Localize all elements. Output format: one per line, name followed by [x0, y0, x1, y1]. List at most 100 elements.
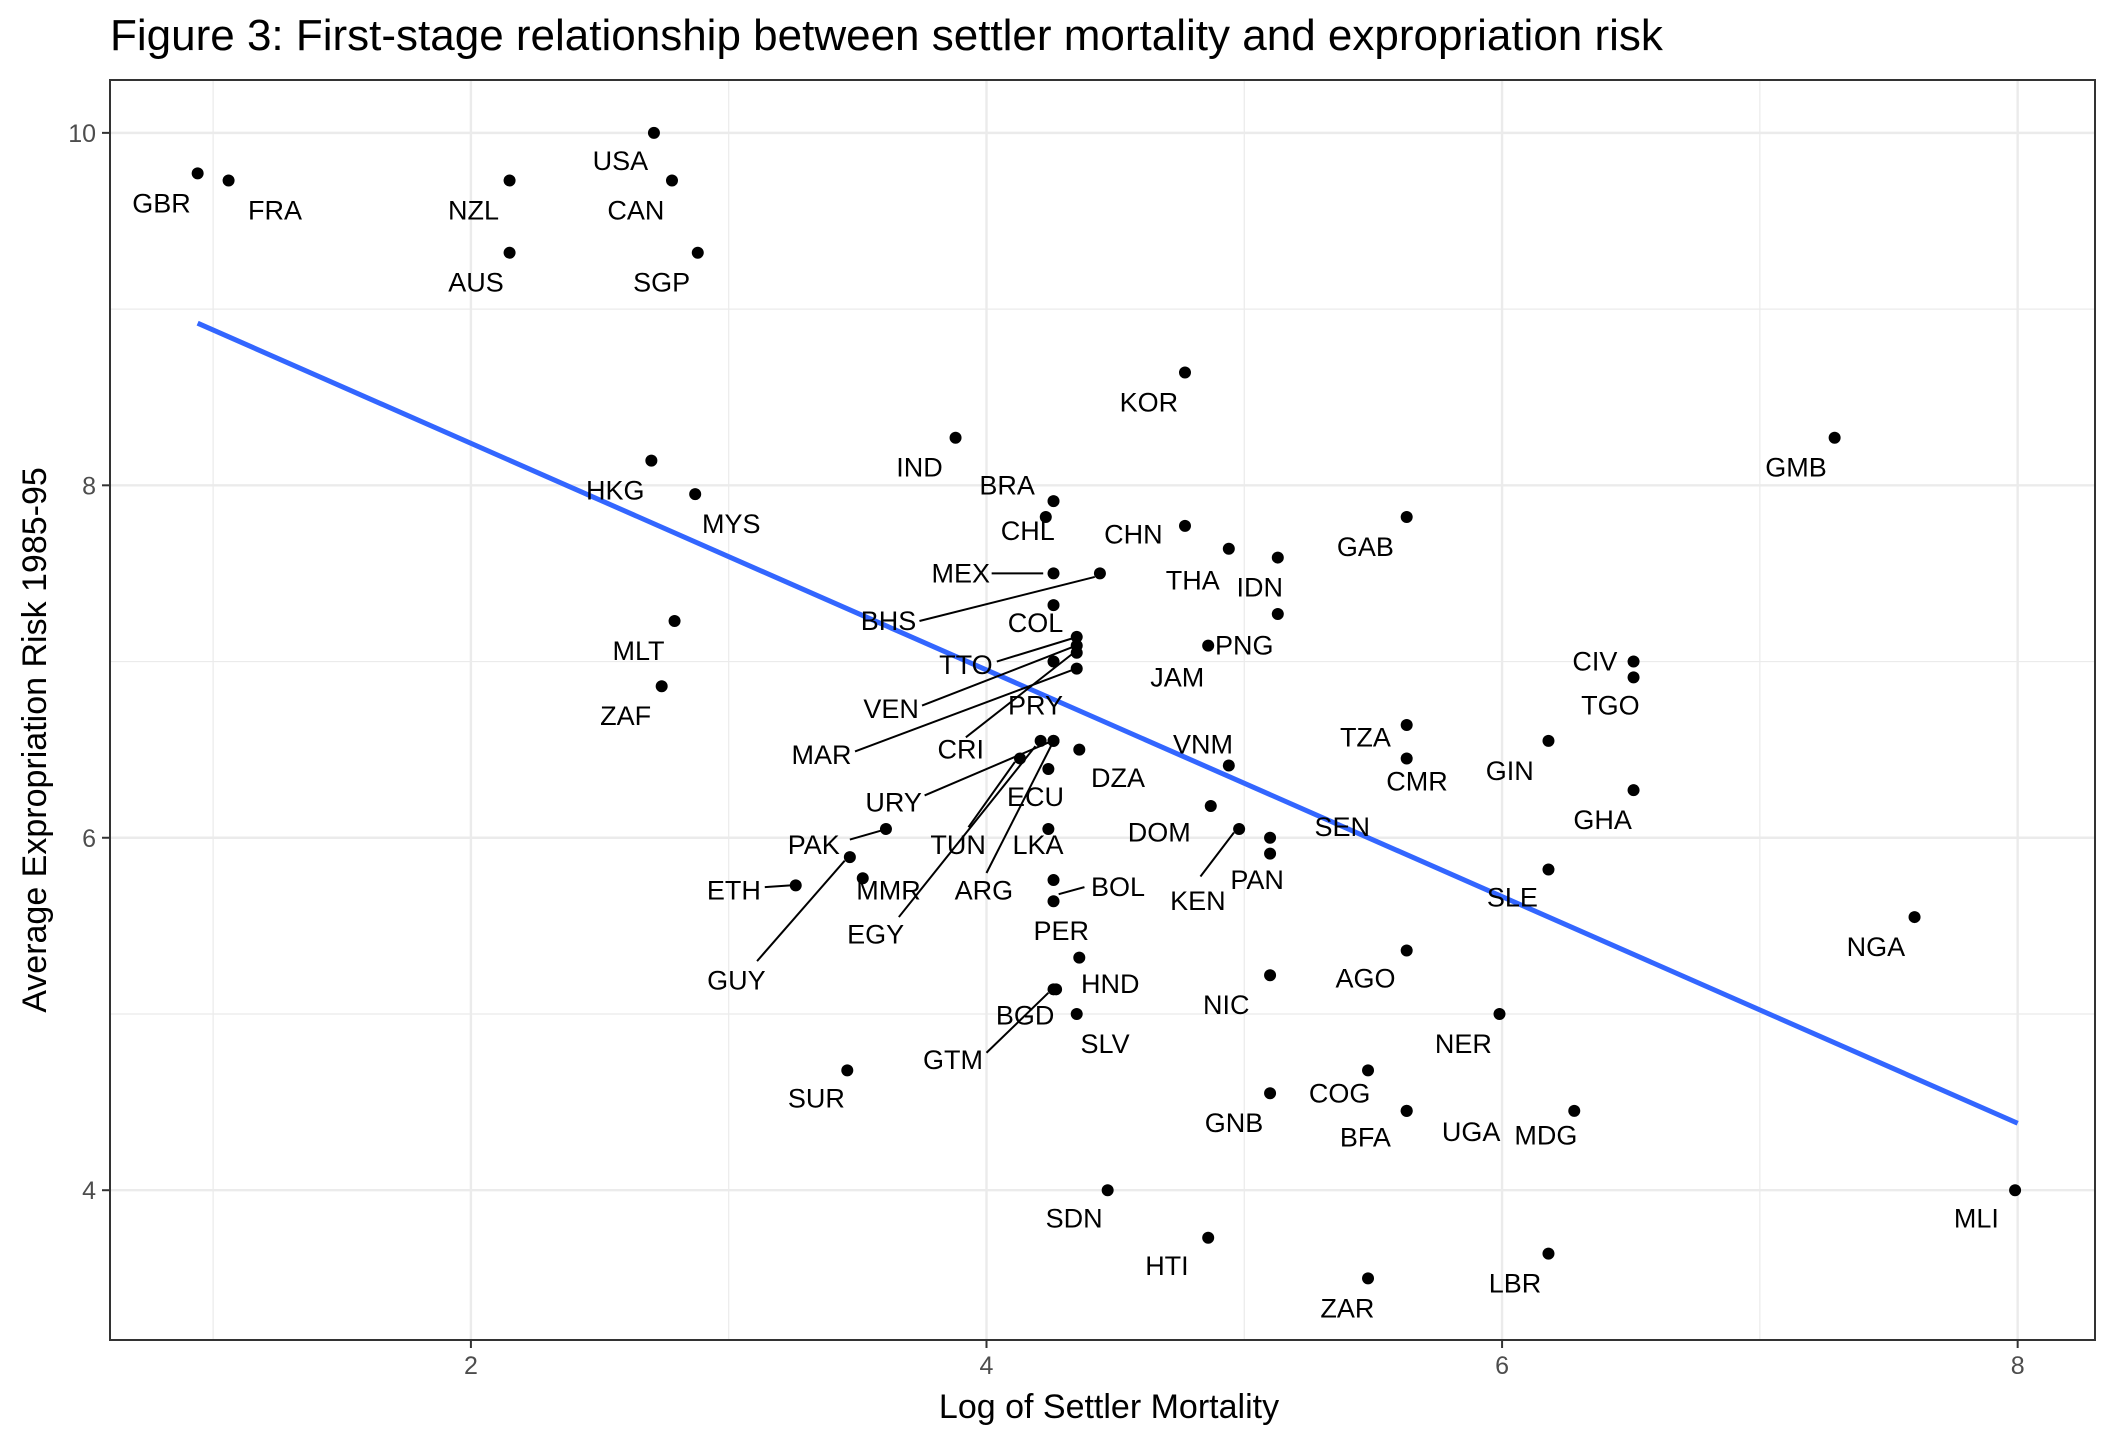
point-slv	[1070, 1007, 1083, 1020]
point-label-zar: ZAR	[1320, 1293, 1374, 1323]
point-label-sen: SEN	[1314, 812, 1370, 842]
point-hkg	[645, 454, 658, 467]
point-dza	[1073, 743, 1086, 756]
point-ner	[1493, 1007, 1506, 1020]
plot-frame	[109, 79, 2096, 1341]
y-tick-label: 4	[82, 1177, 96, 1205]
y-axis-title: Average Expropriation Risk 1985-95	[16, 467, 54, 1013]
point-label-hnd: HND	[1081, 969, 1140, 999]
point-label-gin: GIN	[1486, 756, 1534, 786]
point-label-ken: KEN	[1170, 886, 1226, 916]
point-bhs	[1093, 567, 1106, 580]
leader-line-bol	[1058, 886, 1085, 896]
point-label-sgp: SGP	[633, 268, 690, 298]
point-label-sdn: SDN	[1046, 1203, 1103, 1233]
point-label-bgd: BGD	[996, 1001, 1055, 1031]
point-label-civ: CIV	[1572, 647, 1617, 677]
axis-ticks: 2 4 6 8 4 6 8 10	[68, 120, 2024, 1380]
point-label-arg: ARG	[955, 876, 1014, 906]
point-gmb	[1828, 431, 1841, 444]
point-labels: GBR FRA USA NZL CAN AUS SGP KOR GMB IND HKG MYS BRA C…	[132, 146, 1999, 1323]
point-label-mex: MEX	[931, 558, 990, 588]
point-can	[665, 174, 678, 187]
leader-line-ken	[1199, 831, 1235, 878]
point-cri	[1047, 655, 1060, 668]
leader-line-arg	[985, 745, 1052, 874]
point-label-ven: VEN	[863, 694, 919, 724]
point-hnd	[1073, 951, 1086, 964]
point-kor	[1178, 366, 1191, 379]
point-label-can: CAN	[607, 195, 664, 225]
point-label-pak: PAK	[788, 830, 840, 860]
x-tick-label: 2	[464, 1352, 478, 1380]
leader-line-pak	[849, 829, 882, 841]
leader-line-guy	[756, 860, 846, 962]
y-tick-label: 8	[82, 472, 96, 500]
point-label-sur: SUR	[788, 1084, 845, 1114]
point-label-fra: FRA	[248, 195, 302, 225]
point-mmr	[856, 872, 869, 885]
point-label-bhs: BHS	[861, 606, 917, 636]
leader-line-ury	[924, 741, 1049, 797]
point-label-mmr: MMR	[856, 876, 920, 906]
point-label-mdg: MDG	[1514, 1121, 1577, 1151]
fit-line-layer	[196, 320, 2019, 1126]
leader-line-eth	[764, 884, 791, 889]
chart-title: Figure 3: First-stage relationship betwe…	[110, 11, 1664, 60]
point-gbr	[191, 167, 204, 180]
point-pry	[1070, 646, 1083, 659]
y-tick-label: 10	[68, 120, 96, 148]
point-zaf	[655, 680, 668, 693]
fit-line	[196, 320, 2019, 1126]
point-label-cri: CRI	[937, 735, 984, 765]
leader-line-tto	[996, 637, 1072, 663]
point-nga	[1908, 911, 1921, 924]
point-label-ecu: ECU	[1007, 782, 1064, 812]
point-label-tgo: TGO	[1581, 691, 1640, 721]
point-label-ind: IND	[896, 453, 943, 483]
point-ind	[949, 431, 962, 444]
point-label-chl: CHL	[1001, 516, 1055, 546]
x-tick-label: 4	[980, 1352, 994, 1380]
point-gab	[1400, 511, 1413, 524]
point-sdn	[1101, 1184, 1114, 1197]
point-ecu	[1042, 763, 1055, 776]
point-mar	[1070, 662, 1083, 675]
point-eth	[789, 879, 802, 892]
point-vnm	[1222, 759, 1235, 772]
point-dom	[1204, 800, 1217, 813]
point-tto	[1070, 630, 1083, 643]
point-gtm	[1047, 983, 1060, 996]
point-jam	[1202, 639, 1215, 652]
y-tick-label: 6	[82, 825, 96, 853]
point-ago	[1400, 944, 1413, 957]
point-label-tza: TZA	[1340, 722, 1391, 752]
point-pak	[879, 822, 892, 835]
point-label-mlt: MLT	[612, 636, 664, 666]
point-label-idn: IDN	[1237, 573, 1284, 603]
point-label-chn: CHN	[1104, 520, 1163, 550]
point-label-gmb: GMB	[1765, 453, 1827, 483]
point-label-col: COL	[1008, 608, 1064, 638]
point-usa	[647, 126, 660, 139]
point-hti	[1202, 1231, 1215, 1244]
point-label-slv: SLV	[1081, 1029, 1130, 1059]
point-fra	[222, 174, 235, 187]
point-chl	[1039, 511, 1052, 524]
point-png	[1271, 607, 1284, 620]
point-label-tha: THA	[1166, 565, 1220, 595]
point-tha	[1222, 542, 1235, 555]
point-label-pan: PAN	[1230, 865, 1284, 895]
leader-line-tun	[967, 761, 1016, 828]
point-mli	[2009, 1184, 2022, 1197]
point-bra	[1047, 495, 1060, 508]
point-egy	[1034, 734, 1047, 747]
x-tick-label: 6	[1495, 1352, 1509, 1380]
point-mlt	[668, 615, 681, 628]
point-tgo	[1627, 671, 1640, 684]
leader-line-gtm	[985, 992, 1050, 1054]
point-mys	[689, 488, 702, 501]
point-sle	[1542, 863, 1555, 876]
point-label-bra: BRA	[979, 470, 1035, 500]
